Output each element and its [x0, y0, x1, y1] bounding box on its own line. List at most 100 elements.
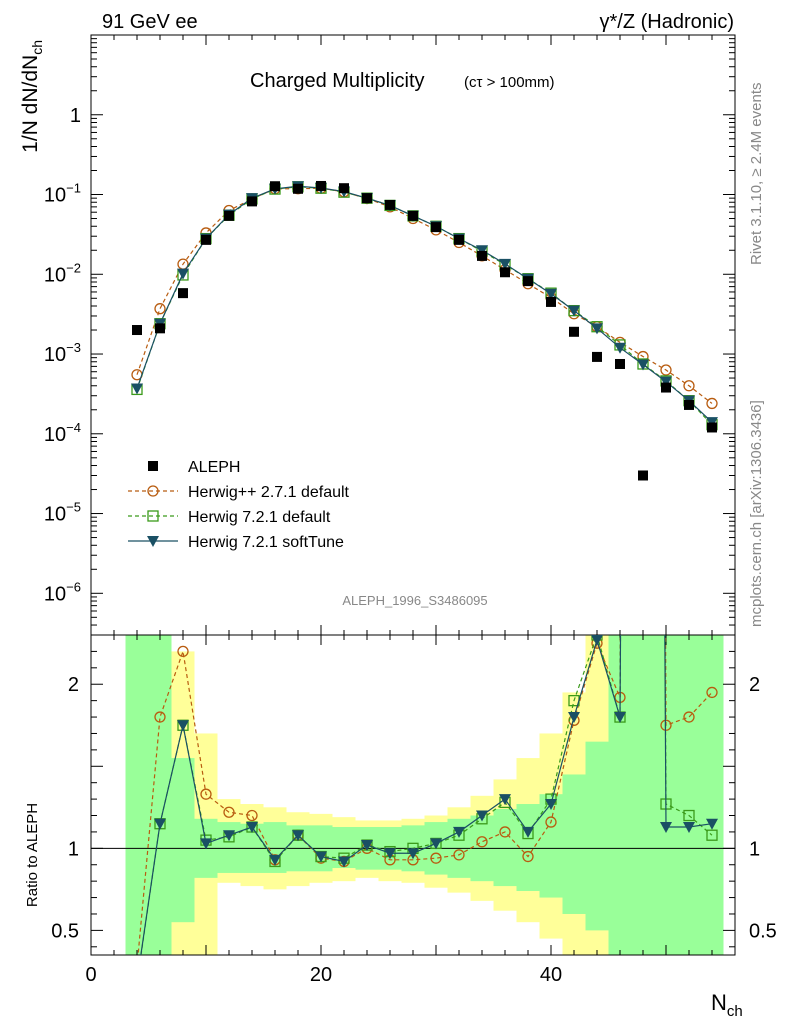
- ratio-point-softtune: [223, 830, 235, 842]
- ratio-point-softtune: [384, 848, 396, 860]
- point-softtune: [177, 268, 189, 280]
- band-green: [125, 635, 149, 955]
- ratio-point-softtune: [269, 854, 281, 866]
- point-softtune: [568, 305, 580, 317]
- ratio-series-softtune: [131, 635, 718, 987]
- y-axis-label: 1/N dN/dNch: [19, 40, 45, 153]
- ratio-point-herwigpp: [476, 836, 488, 848]
- ratio-point-softtune: [200, 838, 212, 850]
- ratio-point-herwig721: [132, 978, 142, 988]
- series-softtune: [131, 181, 718, 429]
- ratio-point-herwigpp: [177, 645, 189, 658]
- legend-marker-softtune: [147, 536, 159, 547]
- axis-labels: 1 10−1 10−2 10−3 10−4 10−5 10−6 2 2 1 1 0.5 0.5 0 20 40…: [19, 40, 777, 1020]
- point-data: [569, 326, 579, 337]
- ratio-point-herwigpp: [246, 809, 258, 822]
- point-data: [707, 422, 717, 433]
- band-green: [516, 804, 540, 891]
- ratio-point-herwigpp: [200, 788, 212, 800]
- y-tick-label: 10−5: [44, 500, 81, 526]
- legend-marker-herwigpp: [147, 485, 159, 497]
- ratio-point-herwigpp: [683, 711, 695, 723]
- ratio-point-softtune: [177, 720, 189, 732]
- ratio-point-softtune: [568, 712, 580, 724]
- point-data: [431, 222, 441, 233]
- ratio-point-softtune: [407, 848, 419, 860]
- point-data: [408, 210, 418, 221]
- ratio-point-softtune: [131, 976, 143, 987]
- uncertainty-bands: [125, 635, 724, 955]
- band-green: [171, 758, 195, 923]
- ratio-point-softtune: [522, 826, 534, 838]
- legend-marker-data: [148, 461, 158, 471]
- rivet-info: Rivet 3.1.10, ≥ 2.4M events: [748, 83, 765, 266]
- y-tick-label: 10−1: [44, 181, 81, 207]
- ratio-line-herwigpp: [137, 635, 713, 955]
- legend-label-herwig721: Herwig 7.2.1 default: [188, 509, 331, 526]
- ratio-point-herwigpp: [453, 849, 465, 861]
- ratio-point-softtune: [614, 712, 626, 724]
- ratio-point-softtune: [683, 822, 695, 833]
- band-green: [148, 635, 172, 955]
- header-left: 91 GeV ee: [102, 11, 198, 33]
- legend-entry-herwig721: Herwig 7.2.1 default: [128, 509, 331, 526]
- ratio-y-tick-label-right: 1: [749, 838, 760, 860]
- x-tick-label: 0: [85, 964, 96, 986]
- analysis-watermark: ALEPH_1996_S3486095: [342, 593, 487, 608]
- ratio-y-tick-label-right: 0.5: [749, 920, 777, 942]
- ratio-point-herwig721: [706, 829, 718, 841]
- ratio-point-softtune: [315, 851, 327, 863]
- ratio-point-softtune: [545, 799, 557, 811]
- ratio-point-softtune: [338, 856, 350, 868]
- point-data: [293, 183, 303, 194]
- point-data: [592, 351, 602, 362]
- ratio-point-herwigpp: [223, 806, 235, 818]
- band-green: [631, 635, 655, 955]
- axis-ticks: [90, 34, 736, 955]
- ratio-point-softtune: [154, 818, 166, 830]
- legend: ALEPH Herwig++ 2.7.1 default Herwig 7.2.1 …: [128, 459, 350, 551]
- ratio-point-herwigpp: [154, 711, 166, 723]
- x-tick-label: 20: [310, 964, 332, 986]
- point-data: [615, 358, 625, 369]
- ratio-point-herwig721: [683, 809, 695, 822]
- point-softtune: [614, 342, 626, 354]
- point-softtune: [131, 383, 143, 395]
- ratio-point-softtune: [660, 822, 672, 833]
- point-data: [247, 196, 257, 207]
- ratio-point-softtune: [706, 818, 718, 830]
- point-data: [224, 210, 234, 221]
- legend-entry-softtune: Herwig 7.2.1 softTune: [128, 534, 344, 551]
- x-axis-label: Nch: [711, 990, 743, 1020]
- point-data: [132, 325, 142, 336]
- ratio-point-herwigpp: [430, 852, 442, 864]
- point-data: [178, 288, 188, 299]
- ratio-point-softtune: [361, 840, 373, 852]
- point-data: [500, 267, 510, 278]
- plot-title: Charged Multiplicity: [250, 70, 425, 92]
- ratio-point-softtune: [453, 826, 465, 838]
- ratio-point-softtune: [430, 838, 442, 850]
- point-herwigpp: [706, 397, 718, 410]
- band-green: [677, 635, 701, 955]
- y-tick-label: 10−6: [44, 579, 81, 605]
- y-tick-label: 10−2: [44, 260, 81, 286]
- ratio-point-softtune: [292, 830, 304, 842]
- point-data: [385, 199, 395, 210]
- point-data: [477, 250, 487, 261]
- legend-marker-herwig721: [147, 510, 159, 522]
- point-softtune: [499, 258, 511, 270]
- point-herwigpp: [154, 303, 166, 315]
- point-data: [454, 234, 464, 245]
- point-softtune: [591, 323, 603, 335]
- point-softtune: [637, 359, 649, 371]
- band-green: [562, 774, 586, 914]
- point-herwigpp: [660, 364, 672, 376]
- band-green: [700, 635, 724, 955]
- point-data: [523, 276, 533, 287]
- ratio-y-tick-label: 0.5: [51, 920, 79, 942]
- point-data: [684, 399, 694, 410]
- ratio-point-herwigpp: [545, 816, 557, 828]
- ratio-point-herwigpp: [522, 850, 534, 863]
